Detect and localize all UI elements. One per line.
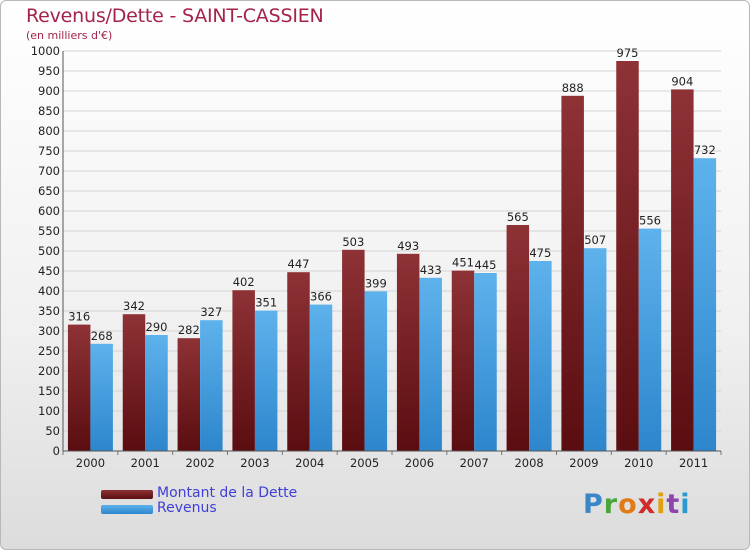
debt-value-label: 451 <box>452 256 474 270</box>
logo-letter: o <box>618 489 638 520</box>
x-tick-label: 2002 <box>185 456 214 470</box>
y-tick-label: 1000 <box>31 44 60 58</box>
revenue-value-label: 433 <box>420 263 442 277</box>
y-tick-label: 850 <box>38 104 60 118</box>
revenue-bar <box>90 343 113 451</box>
debt-bar <box>561 95 584 452</box>
y-tick-label: 550 <box>38 224 60 238</box>
debt-bar <box>671 89 694 452</box>
legend-label-revenue: Revenus <box>157 500 217 516</box>
y-tick-label: 300 <box>38 324 60 338</box>
y-tick-label: 950 <box>38 64 60 78</box>
debt-value-label: 282 <box>178 323 200 337</box>
x-tick-label: 2009 <box>569 456 598 470</box>
revenue-value-label: 445 <box>475 258 497 272</box>
y-tick-label: 900 <box>38 84 60 98</box>
revenue-value-label: 507 <box>584 233 606 247</box>
x-tick-label: 2006 <box>405 456 434 470</box>
debt-bar <box>287 272 310 451</box>
x-tick-label: 2011 <box>679 456 708 470</box>
debt-bar <box>177 338 201 451</box>
legend-label-debt: Montant de la Dette <box>157 485 298 501</box>
logo-letter: t <box>666 489 681 520</box>
revenue-value-label: 399 <box>365 276 387 290</box>
revenue-value-label: 732 <box>694 143 716 157</box>
debt-value-label: 888 <box>562 81 584 95</box>
chart-title: Revenus/Dette - SAINT-CASSIEN <box>26 5 324 27</box>
debt-bar <box>342 249 365 451</box>
logo-letter: P <box>583 489 604 520</box>
debt-bar <box>506 225 530 451</box>
debt-bar <box>122 314 146 451</box>
debt-bar <box>232 290 255 451</box>
y-tick-label: 50 <box>45 424 60 438</box>
revenue-value-label: 556 <box>639 214 661 228</box>
revenue-bar <box>474 273 497 451</box>
revenue-value-label: 366 <box>310 290 332 304</box>
debt-value-label: 975 <box>617 46 639 60</box>
legend-swatch-revenue <box>101 505 153 514</box>
y-tick-label: 100 <box>38 404 60 418</box>
x-tick-label: 2007 <box>460 456 489 470</box>
debt-bar <box>451 270 475 451</box>
y-tick-label: 500 <box>38 244 60 258</box>
debt-value-label: 316 <box>68 310 90 324</box>
revenue-bar <box>419 277 442 451</box>
y-tick-label: 700 <box>38 164 60 178</box>
revenue-value-label: 475 <box>529 246 551 260</box>
debt-value-label: 447 <box>288 257 310 271</box>
y-tick-label: 800 <box>38 124 60 138</box>
debt-value-label: 342 <box>123 299 145 313</box>
y-tick-label: 200 <box>38 364 60 378</box>
x-tick-label: 2005 <box>350 456 379 470</box>
x-tick-label: 2010 <box>624 456 653 470</box>
y-tick-label: 350 <box>38 304 60 318</box>
revenue-value-label: 327 <box>200 305 222 319</box>
proxiti-logo: Proxiti <box>583 489 691 520</box>
x-tick-label: 2004 <box>295 456 324 470</box>
revenue-bar <box>145 335 168 451</box>
debt-bar <box>616 61 639 451</box>
debt-value-label: 493 <box>397 239 419 253</box>
y-tick-label: 250 <box>38 344 60 358</box>
logo-letter: i <box>656 489 667 520</box>
revenue-value-label: 268 <box>91 329 113 343</box>
revenue-bar <box>254 310 278 451</box>
y-tick-label: 650 <box>38 184 60 198</box>
x-tick-label: 2003 <box>240 456 269 470</box>
x-tick-label: 2001 <box>131 456 160 470</box>
revenue-value-label: 290 <box>146 320 168 334</box>
debt-value-label: 402 <box>233 275 255 289</box>
chart-unit-label: (en milliers d'€) <box>26 29 113 42</box>
debt-value-label: 565 <box>507 210 529 224</box>
revenue-value-label: 351 <box>255 296 277 310</box>
revenue-bar <box>309 304 333 451</box>
debt-value-label: 904 <box>671 74 693 88</box>
revenue-bar <box>200 320 223 451</box>
y-tick-label: 450 <box>38 264 60 278</box>
y-tick-label: 600 <box>38 204 60 218</box>
debt-bar <box>396 253 420 451</box>
revenue-bar <box>529 261 552 451</box>
revenue-bar <box>638 228 662 451</box>
logo-letter: i <box>680 489 691 520</box>
legend-swatch-debt <box>101 490 153 499</box>
debt-bar <box>67 324 91 451</box>
logo-letter: x <box>637 489 657 520</box>
x-tick-label: 2000 <box>76 456 105 470</box>
y-tick-label: 400 <box>38 284 60 298</box>
revenue-bar <box>583 248 607 451</box>
x-tick-label: 2008 <box>514 456 543 470</box>
logo-letter: r <box>603 489 619 520</box>
revenue-bar <box>693 158 717 451</box>
debt-value-label: 503 <box>342 235 364 249</box>
y-tick-label: 150 <box>38 384 60 398</box>
y-tick-label: 0 <box>53 444 60 458</box>
revenue-bar <box>364 291 388 451</box>
y-tick-label: 750 <box>38 144 60 158</box>
